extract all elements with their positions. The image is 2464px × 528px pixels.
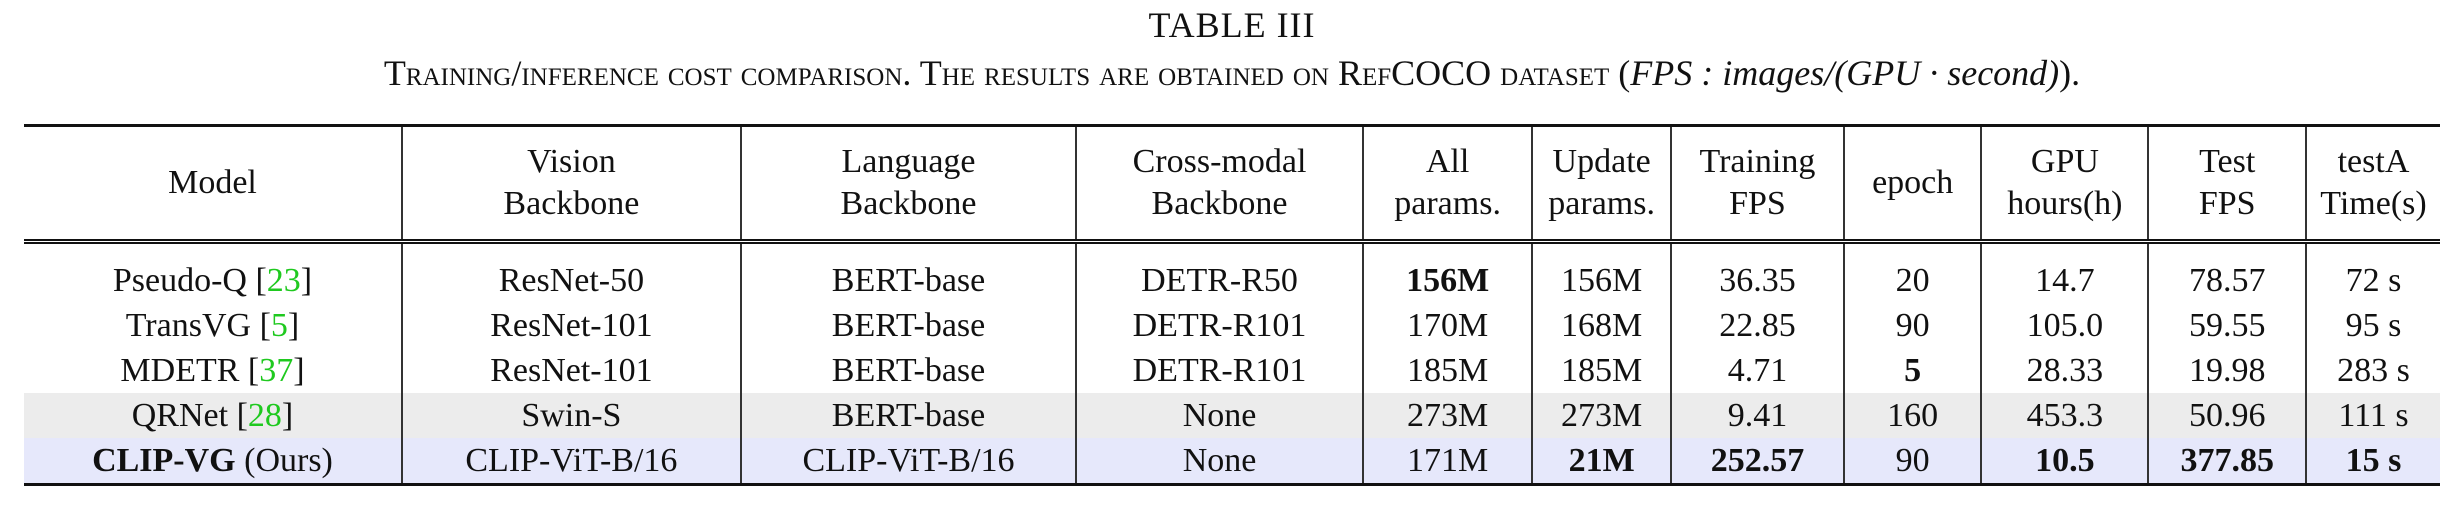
cell-epoch: 20: [1843, 241, 1983, 303]
citation-link[interactable]: 23: [266, 262, 301, 299]
cell-training-fps: 22.85: [1670, 303, 1845, 348]
cell-model: TransVG [5]: [24, 303, 403, 348]
cell-gpu-hours: 105.0: [1981, 303, 2150, 348]
header-row: Model Vision Backbone Language Backbone Cr…: [24, 125, 2440, 244]
cell-testa-time: 283 s: [2337, 352, 2410, 389]
citation-link[interactable]: 37: [259, 352, 294, 389]
cell-gpu-hours: 14.7: [1981, 241, 2150, 303]
cell-vision: ResNet-101: [401, 348, 742, 393]
cell-vision: ResNet-101: [401, 303, 742, 348]
citation-link[interactable]: 28: [247, 397, 282, 434]
cell-test-fps: 50.96: [2148, 393, 2308, 438]
table-row: TransVG [5] ResNet-101 BERT-base DETR-R1…: [24, 303, 2440, 348]
cell-all-params: 170M: [1362, 303, 1534, 348]
table-title: TABLE III: [1148, 5, 1316, 45]
cell-testa-time: 95 s: [2345, 307, 2402, 344]
cell-update-params: 168M: [1532, 303, 1672, 348]
table-row-ours: CLIP-VG (Ours) CLIP-ViT-B/16 CLIP-ViT-B/…: [24, 438, 2440, 485]
col-header-test-fps: Test FPS: [2148, 125, 2308, 244]
cell-all-params: 171M: [1362, 438, 1534, 485]
cell-gpu-hours: 10.5: [1981, 438, 2150, 485]
cell-language: BERT-base: [740, 241, 1078, 303]
cell-cross-modal: DETR-R50: [1076, 241, 1364, 303]
col-header-language-backbone: Language Backbone: [740, 125, 1078, 244]
cell-model: Pseudo-Q [23]: [24, 241, 403, 303]
cell-training-fps: 4.71: [1670, 348, 1845, 393]
col-header-testa-time: testA Time(s): [2306, 125, 2440, 244]
col-header-epoch: epoch: [1843, 125, 1983, 244]
cell-vision: CLIP-ViT-B/16: [401, 438, 742, 485]
cell-cross-modal: DETR-R101: [1076, 348, 1364, 393]
cell-language: BERT-base: [740, 393, 1078, 438]
cell-training-fps: 252.57: [1670, 438, 1845, 485]
cell-test-fps: 377.85: [2148, 438, 2308, 485]
caption-math: FPS : images/(GPU · second): [1630, 53, 2060, 93]
cell-update-params: 273M: [1532, 393, 1672, 438]
cell-model: CLIP-VG (Ours): [24, 438, 403, 485]
cell-test-fps: 78.57: [2148, 241, 2308, 303]
cell-cross-modal: DETR-R101: [1076, 303, 1364, 348]
cell-model: QRNet [28]: [24, 393, 403, 438]
table-row: MDETR [37] ResNet-101 BERT-base DETR-R10…: [24, 348, 2440, 393]
cell-update-params: 21M: [1532, 438, 1672, 485]
cell-training-fps: 36.35: [1670, 241, 1845, 303]
col-header-gpu-hours: GPU hours(h): [1981, 125, 2150, 244]
table-row: QRNet [28] Swin-S BERT-base None 273M 27…: [24, 393, 2440, 438]
col-header-vision-backbone: Vision Backbone: [401, 125, 742, 244]
caption-text: Training/inference cost comparison. The …: [383, 53, 1631, 93]
cell-language: BERT-base: [740, 348, 1078, 393]
cell-update-params: 185M: [1532, 348, 1672, 393]
cell-all-params: 156M: [1362, 241, 1534, 303]
cell-test-fps: 19.98: [2148, 348, 2308, 393]
cell-update-params: 156M: [1532, 241, 1672, 303]
cell-language: CLIP-ViT-B/16: [740, 438, 1078, 485]
cell-cross-modal: None: [1076, 438, 1364, 485]
citation-link[interactable]: 5: [270, 307, 288, 344]
cell-testa-time: 72 s: [2345, 262, 2402, 299]
cell-epoch: 90: [1843, 438, 1983, 485]
cell-epoch: 160: [1843, 393, 1983, 438]
cell-language: BERT-base: [740, 303, 1078, 348]
cell-epoch: 90: [1843, 303, 1983, 348]
caption-suffix: ).: [2059, 53, 2081, 93]
cell-testa-time: 111 s: [2306, 393, 2440, 438]
cell-all-params: 185M: [1362, 348, 1534, 393]
cell-testa-time: 15 s: [2306, 438, 2440, 485]
cell-gpu-hours: 453.3: [1981, 393, 2150, 438]
col-header-all-params: All params.: [1362, 125, 1534, 244]
cell-training-fps: 9.41: [1670, 393, 1845, 438]
cell-vision: Swin-S: [401, 393, 742, 438]
col-header-cross-modal-backbone: Cross-modal Backbone: [1076, 125, 1364, 244]
cell-model: MDETR [37]: [24, 348, 403, 393]
table-caption: Training/inference cost comparison. The …: [0, 52, 2464, 94]
cell-cross-modal: None: [1076, 393, 1364, 438]
table-row: Pseudo-Q [23] ResNet-50 BERT-base DETR-R…: [24, 241, 2440, 303]
cost-comparison-table: Model Vision Backbone Language Backbone Cr…: [24, 124, 2440, 486]
cell-epoch: 5: [1843, 348, 1983, 393]
cell-all-params: 273M: [1362, 393, 1534, 438]
col-header-training-fps: Training FPS: [1670, 125, 1845, 244]
col-header-model: Model: [24, 125, 403, 244]
cell-gpu-hours: 28.33: [1981, 348, 2150, 393]
cell-test-fps: 59.55: [2148, 303, 2308, 348]
cell-vision: ResNet-50: [401, 241, 742, 303]
col-header-update-params: Update params.: [1532, 125, 1672, 244]
